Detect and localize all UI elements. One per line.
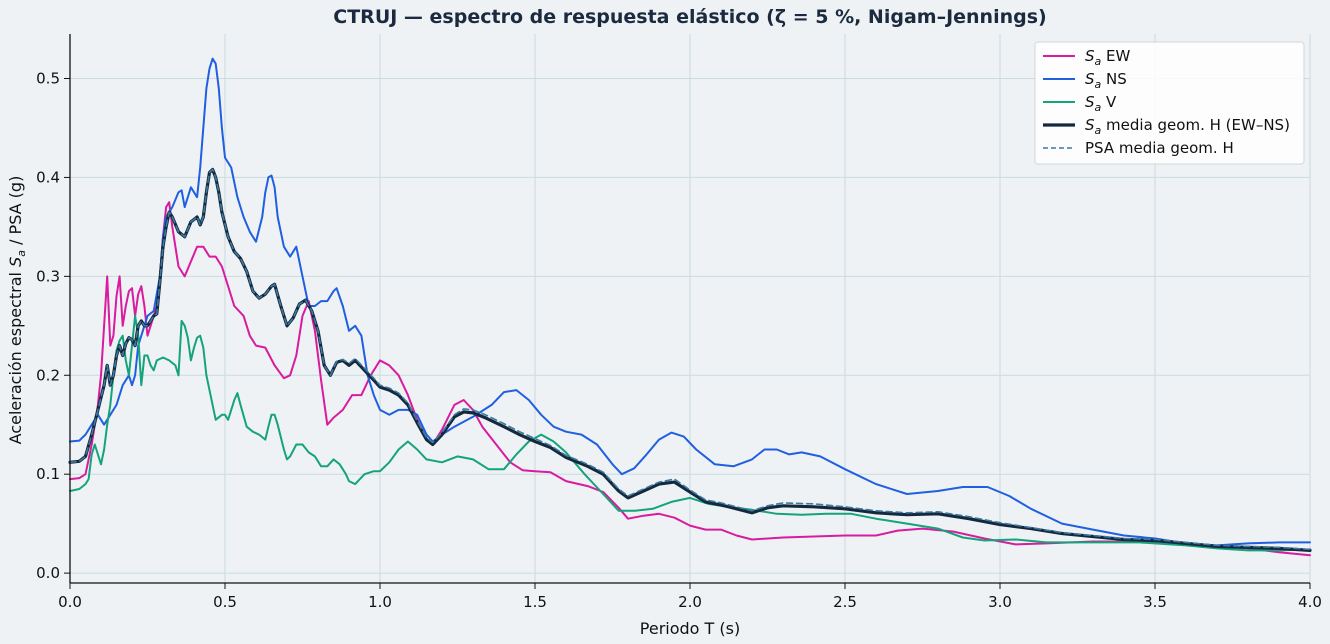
tick-labels: 0.0 0.5 1.0 1.5 2.0 2.5 3.0 3.5 4.0 0.0 0.1 0.2 0.3 0… [36,70,1322,611]
chart-title: CTRUJ — espectro de respuesta elástico (… [333,6,1046,28]
series-line-4 [69,168,1311,551]
x-tick-label: 4.0 [1298,593,1322,611]
x-tick-label: 2.5 [833,593,857,611]
legend-label-4: PSA media geom. H [1085,139,1234,157]
plot-series [68,57,1312,557]
legend-label-3: Sa media geom. H (EW–NS) [1085,116,1290,137]
legend-box [1034,41,1305,165]
x-tick-label: 1.0 [368,593,392,611]
grid-lines [69,34,1311,583]
x-tick-label: 3.0 [988,593,1012,611]
x-tick-label: 0.5 [213,593,237,611]
y-tick-label: 0.5 [36,70,60,88]
axes [64,34,1311,589]
y-tick-label: 0.2 [36,366,60,384]
y-tick-label: 0.3 [36,267,60,285]
series-line-0 [69,201,1311,557]
legend-label-0: Sa EW [1085,47,1131,68]
legend-label-2: Sa V [1085,93,1117,114]
y-tick-label: 0.0 [36,564,60,582]
y-tick-label: 0.4 [36,168,60,186]
x-tick-label: 3.5 [1143,593,1167,611]
legend-label-1: Sa NS [1085,70,1127,91]
x-tick-label: 2.0 [678,593,702,611]
x-tick-label: 0.0 [58,593,82,611]
series-line-1 [69,57,1311,547]
y-tick-label: 0.1 [36,465,60,483]
y-axis-label: Aceleración espectral Sa / PSA (g) [6,176,28,445]
x-axis-label: Periodo T (s) [640,619,740,638]
x-tick-label: 1.5 [523,593,547,611]
